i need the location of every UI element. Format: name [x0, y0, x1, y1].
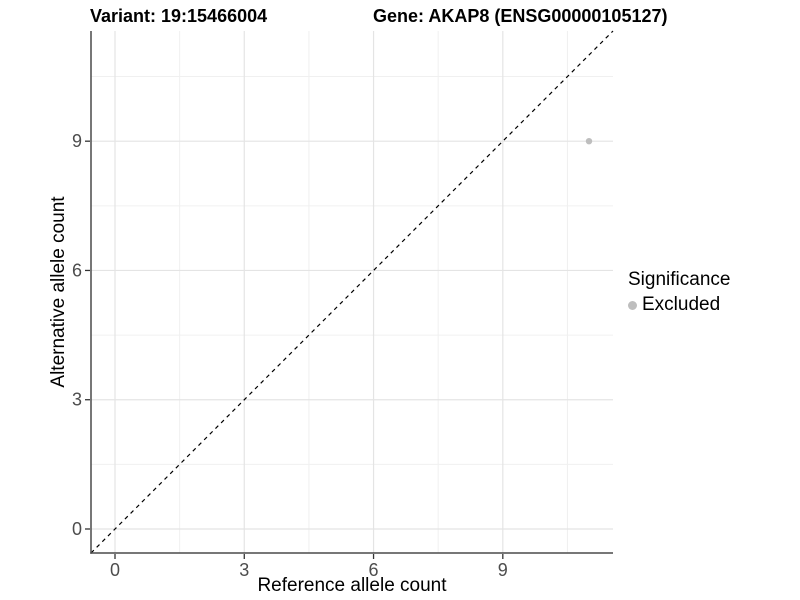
y-tick-label: 0	[72, 519, 82, 539]
x-tick-label: 6	[369, 560, 379, 580]
x-tick-label: 9	[498, 560, 508, 580]
variant-title: Variant: 19:15466004	[90, 6, 268, 26]
data-point	[585, 137, 593, 145]
y-tick-label: 3	[72, 390, 82, 410]
legend-title: Significance	[628, 269, 731, 290]
y-tick-label: 9	[72, 131, 82, 151]
x-tick-label: 0	[110, 560, 120, 580]
identity-reference-line	[90, 30, 614, 554]
legend: Significance Excluded	[628, 269, 730, 316]
legend-item-excluded: Excluded	[628, 294, 730, 316]
y-axis-title: Alternative allele count	[48, 196, 69, 388]
gene-title: Gene: AKAP8 (ENSG00000105127)	[373, 6, 668, 26]
y-tick-label: 6	[72, 260, 82, 280]
legend-item-label: Excluded	[642, 294, 721, 315]
x-tick-label: 3	[239, 560, 249, 580]
excluded-dot-icon	[628, 300, 637, 310]
x-axis-title: Reference allele count	[257, 575, 447, 596]
